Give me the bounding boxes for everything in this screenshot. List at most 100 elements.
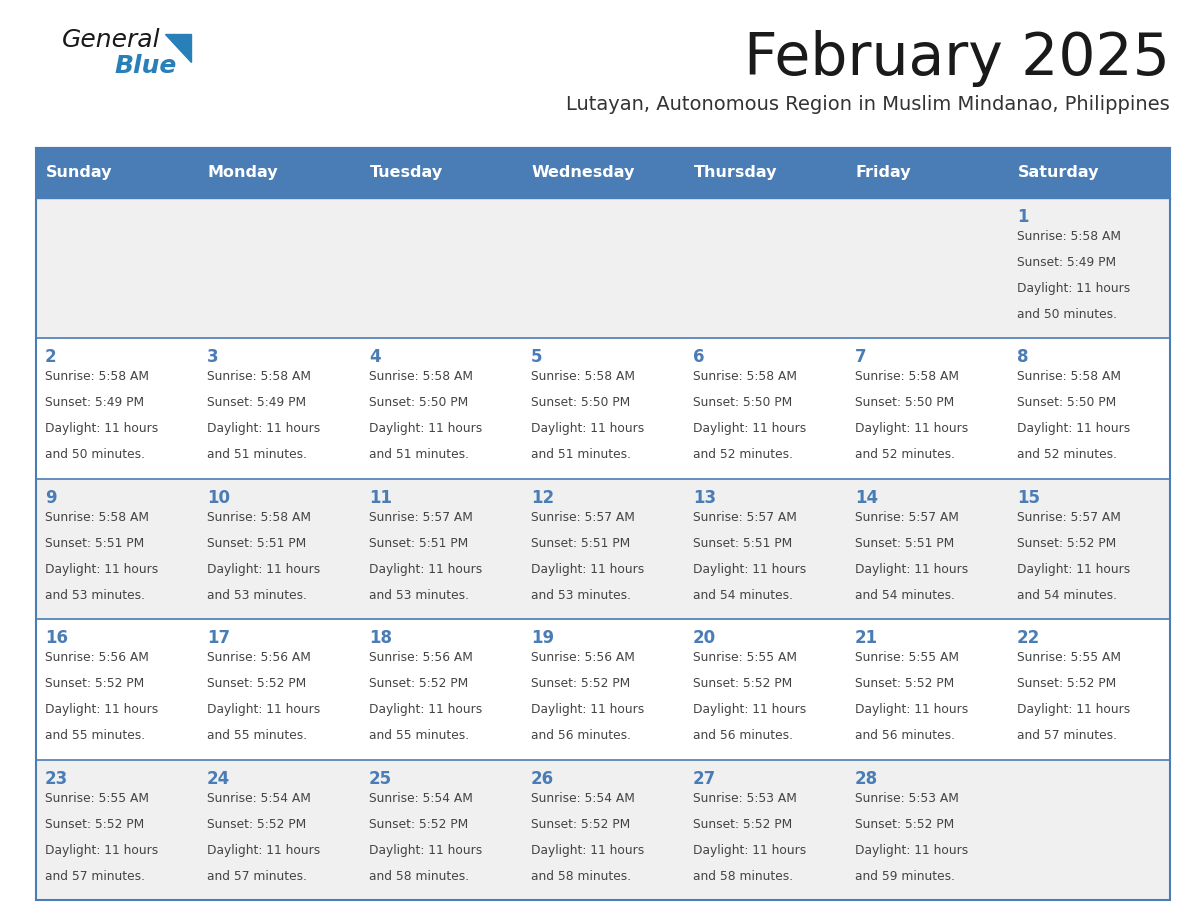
Text: Sunrise: 5:55 AM: Sunrise: 5:55 AM [1017,651,1121,665]
Text: Sunrise: 5:58 AM: Sunrise: 5:58 AM [45,510,148,524]
Text: and 56 minutes.: and 56 minutes. [531,729,631,742]
Text: 1: 1 [1017,208,1029,226]
Text: Sunset: 5:51 PM: Sunset: 5:51 PM [207,537,307,550]
Text: and 58 minutes.: and 58 minutes. [369,869,469,882]
Text: Sunset: 5:52 PM: Sunset: 5:52 PM [207,677,307,690]
Text: Sunrise: 5:55 AM: Sunrise: 5:55 AM [45,791,148,804]
Bar [684,339,846,479]
Text: and 52 minutes.: and 52 minutes. [1017,448,1117,462]
Text: Sunset: 5:50 PM: Sunset: 5:50 PM [1017,397,1117,409]
Bar [36,148,1170,900]
Text: Sunrise: 5:58 AM: Sunrise: 5:58 AM [1017,370,1121,384]
Bar [846,198,1007,339]
Text: and 55 minutes.: and 55 minutes. [369,729,469,742]
Text: Daylight: 11 hours: Daylight: 11 hours [1017,282,1130,295]
Text: Sunset: 5:52 PM: Sunset: 5:52 PM [855,677,954,690]
Bar [360,198,522,339]
Text: 20: 20 [693,629,716,647]
Bar [522,148,684,198]
Bar [198,198,360,339]
Text: General: General [62,28,160,52]
Text: Daylight: 11 hours: Daylight: 11 hours [531,844,644,856]
Text: and 57 minutes.: and 57 minutes. [45,869,145,882]
Text: Sunrise: 5:58 AM: Sunrise: 5:58 AM [207,510,311,524]
Text: Daylight: 11 hours: Daylight: 11 hours [531,422,644,435]
Text: Sunset: 5:51 PM: Sunset: 5:51 PM [531,537,630,550]
Bar [198,148,360,198]
Text: Sunset: 5:49 PM: Sunset: 5:49 PM [45,397,144,409]
Text: Sunrise: 5:57 AM: Sunrise: 5:57 AM [855,510,959,524]
Text: Sunrise: 5:58 AM: Sunrise: 5:58 AM [369,370,473,384]
Text: Daylight: 11 hours: Daylight: 11 hours [531,563,644,576]
Text: Daylight: 11 hours: Daylight: 11 hours [855,422,968,435]
Text: 7: 7 [855,349,866,366]
Text: Daylight: 11 hours: Daylight: 11 hours [1017,422,1130,435]
Text: Sunset: 5:52 PM: Sunset: 5:52 PM [207,818,307,831]
Text: and 54 minutes.: and 54 minutes. [855,588,955,601]
Text: and 57 minutes.: and 57 minutes. [1017,729,1117,742]
Text: Sunset: 5:52 PM: Sunset: 5:52 PM [693,677,792,690]
Text: and 54 minutes.: and 54 minutes. [1017,588,1117,601]
Bar [846,479,1007,620]
Text: 11: 11 [369,488,392,507]
Bar [522,198,684,339]
Text: Sunset: 5:50 PM: Sunset: 5:50 PM [531,397,630,409]
Bar [684,759,846,900]
Text: 15: 15 [1017,488,1040,507]
Text: Sunrise: 5:55 AM: Sunrise: 5:55 AM [855,651,959,665]
Bar [1007,198,1170,339]
Bar [36,479,198,620]
Bar [846,339,1007,479]
Text: 12: 12 [531,488,554,507]
Text: Daylight: 11 hours: Daylight: 11 hours [693,703,807,716]
Text: 19: 19 [531,629,554,647]
Bar [36,339,198,479]
Bar [1007,620,1170,759]
Text: Sunset: 5:52 PM: Sunset: 5:52 PM [693,818,792,831]
Text: Sunset: 5:50 PM: Sunset: 5:50 PM [693,397,792,409]
Text: Sunrise: 5:53 AM: Sunrise: 5:53 AM [855,791,959,804]
Text: and 53 minutes.: and 53 minutes. [369,588,469,601]
Text: Daylight: 11 hours: Daylight: 11 hours [855,563,968,576]
Text: Sunset: 5:51 PM: Sunset: 5:51 PM [855,537,954,550]
Bar [1007,148,1170,198]
Text: and 51 minutes.: and 51 minutes. [369,448,469,462]
Bar [360,479,522,620]
Bar [198,620,360,759]
Bar [36,620,198,759]
Text: Daylight: 11 hours: Daylight: 11 hours [1017,703,1130,716]
Bar [36,759,198,900]
Text: Sunrise: 5:57 AM: Sunrise: 5:57 AM [369,510,473,524]
Text: 21: 21 [855,629,878,647]
Text: and 57 minutes.: and 57 minutes. [207,869,307,882]
Text: and 58 minutes.: and 58 minutes. [531,869,631,882]
Bar [522,339,684,479]
Text: and 50 minutes.: and 50 minutes. [1017,308,1117,321]
Text: 16: 16 [45,629,68,647]
Text: Sunset: 5:52 PM: Sunset: 5:52 PM [45,818,144,831]
Text: Sunset: 5:52 PM: Sunset: 5:52 PM [531,818,630,831]
Text: Sunset: 5:52 PM: Sunset: 5:52 PM [1017,537,1117,550]
Bar [36,148,198,198]
Text: Sunset: 5:51 PM: Sunset: 5:51 PM [693,537,792,550]
Text: Lutayan, Autonomous Region in Muslim Mindanao, Philippines: Lutayan, Autonomous Region in Muslim Min… [567,95,1170,114]
Text: Sunrise: 5:54 AM: Sunrise: 5:54 AM [369,791,473,804]
Text: Sunrise: 5:58 AM: Sunrise: 5:58 AM [45,370,148,384]
Bar [198,479,360,620]
Text: Sunset: 5:51 PM: Sunset: 5:51 PM [45,537,144,550]
Bar [1007,759,1170,900]
Text: Daylight: 11 hours: Daylight: 11 hours [45,703,158,716]
Text: and 51 minutes.: and 51 minutes. [531,448,631,462]
Text: 18: 18 [369,629,392,647]
Text: Daylight: 11 hours: Daylight: 11 hours [369,563,482,576]
Text: Sunrise: 5:54 AM: Sunrise: 5:54 AM [531,791,634,804]
Text: Sunset: 5:52 PM: Sunset: 5:52 PM [855,818,954,831]
Text: and 55 minutes.: and 55 minutes. [207,729,307,742]
Bar [684,148,846,198]
Text: Blue: Blue [114,54,176,78]
Text: Daylight: 11 hours: Daylight: 11 hours [369,703,482,716]
Text: Sunrise: 5:58 AM: Sunrise: 5:58 AM [693,370,797,384]
Text: Sunrise: 5:58 AM: Sunrise: 5:58 AM [1017,230,1121,243]
Text: Sunset: 5:52 PM: Sunset: 5:52 PM [369,818,468,831]
Text: and 52 minutes.: and 52 minutes. [855,448,955,462]
